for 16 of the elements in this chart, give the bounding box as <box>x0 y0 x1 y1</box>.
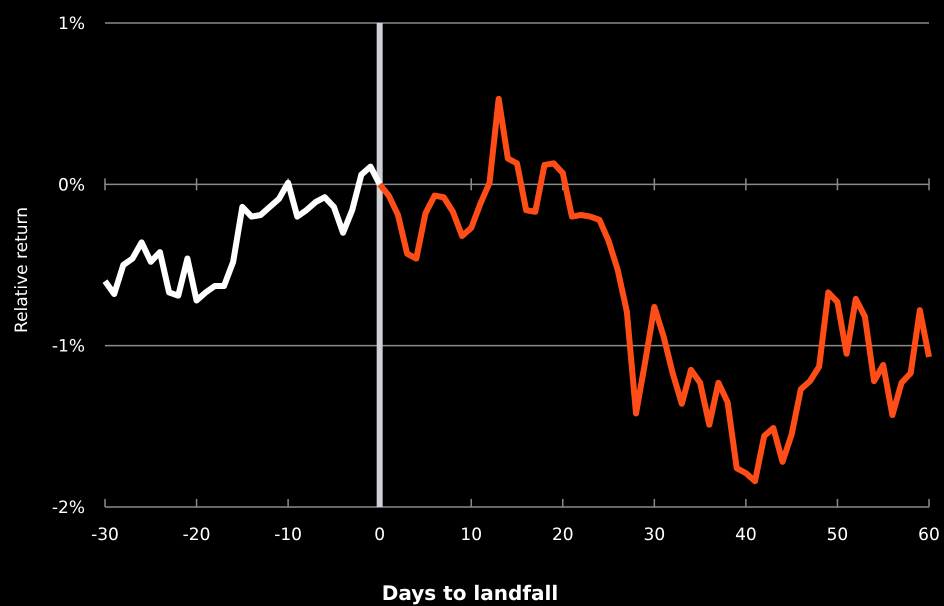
x-tick-label: 60 <box>918 525 940 545</box>
x-tick-label: 10 <box>460 525 482 545</box>
x-tick-label: 20 <box>552 525 574 545</box>
x-tick-label: -30 <box>91 525 119 545</box>
y-tick-label: -2% <box>52 498 85 518</box>
y-tick-label: 0% <box>58 175 85 196</box>
x-tick-label: 0 <box>374 525 386 545</box>
y-axis-title: Relative return <box>12 207 32 333</box>
y-tick-label: 1% <box>58 14 85 34</box>
y-tick-label: -1% <box>52 336 85 357</box>
x-tick-label: 30 <box>644 525 666 545</box>
x-tick-label: 50 <box>826 525 848 545</box>
x-tick-label: 40 <box>735 525 757 545</box>
x-tick-label: -20 <box>182 525 210 545</box>
x-axis-title: Days to landfall <box>382 581 558 605</box>
x-tick-label: -10 <box>274 525 302 545</box>
